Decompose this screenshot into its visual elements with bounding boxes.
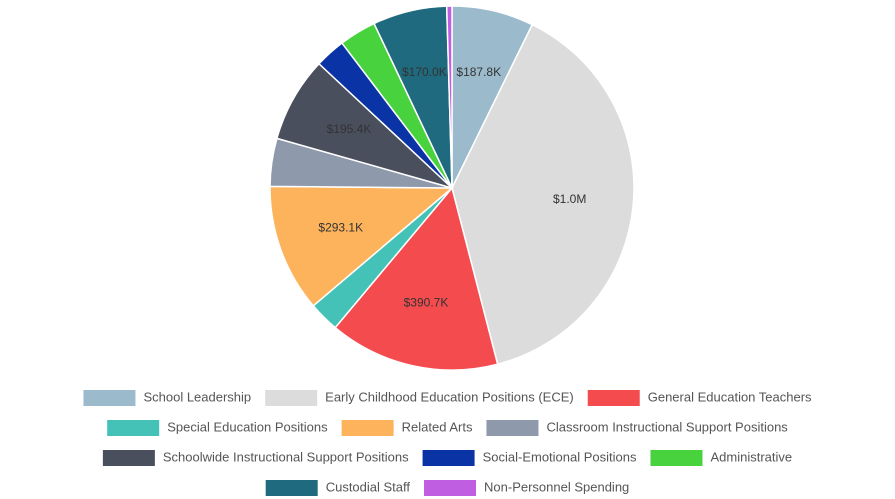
legend-text: Early Childhood Education Positions (ECE… xyxy=(325,389,574,404)
slice-label: $293.1K xyxy=(318,220,363,234)
legend-swatch xyxy=(422,450,475,466)
legend-text: Related Arts xyxy=(402,419,473,434)
legend-text: Classroom Instructional Support Position… xyxy=(546,419,788,434)
legend-row: School Leadership Early Childhood Educati… xyxy=(83,389,812,406)
slice-label: $170.0K xyxy=(402,65,447,79)
legend-swatch xyxy=(341,420,394,436)
legend-text: Non-Personnel Spending xyxy=(484,479,629,494)
legend-swatch xyxy=(102,450,155,466)
legend-swatch xyxy=(587,390,640,406)
slice-label: $187.8K xyxy=(456,65,501,79)
legend-swatch xyxy=(424,480,477,496)
legend-text: Social-Emotional Positions xyxy=(483,449,637,464)
legend-row: Schoolwide Instructional Support Positio… xyxy=(102,449,792,466)
legend-text: Administrative xyxy=(710,449,792,464)
legend-text: School Leadership xyxy=(143,389,251,404)
legend-row: Custodial Staff Non-Personnel Spending xyxy=(265,479,629,496)
legend-text: General Education Teachers xyxy=(648,389,812,404)
pie-slice xyxy=(451,23,635,366)
legend-swatch xyxy=(107,420,160,436)
legend-text: Special Education Positions xyxy=(167,419,328,434)
legend-row: Special Education Positions Related Arts C… xyxy=(107,419,788,436)
legend-swatch xyxy=(83,390,136,406)
slice-label: $390.7K xyxy=(404,296,449,310)
slice-label: $195.4K xyxy=(327,122,372,136)
legend-swatch xyxy=(265,390,318,406)
pie-slice xyxy=(445,5,453,189)
legend-swatch xyxy=(265,480,318,496)
legend-swatch xyxy=(650,450,703,466)
pie-slice xyxy=(269,185,455,307)
pie-slice xyxy=(334,186,499,371)
slice-label: $1.0M xyxy=(553,192,586,206)
legend-text: Custodial Staff xyxy=(326,479,411,494)
legend-text: Schoolwide Instructional Support Positio… xyxy=(163,449,409,464)
legend-swatch xyxy=(486,420,539,436)
